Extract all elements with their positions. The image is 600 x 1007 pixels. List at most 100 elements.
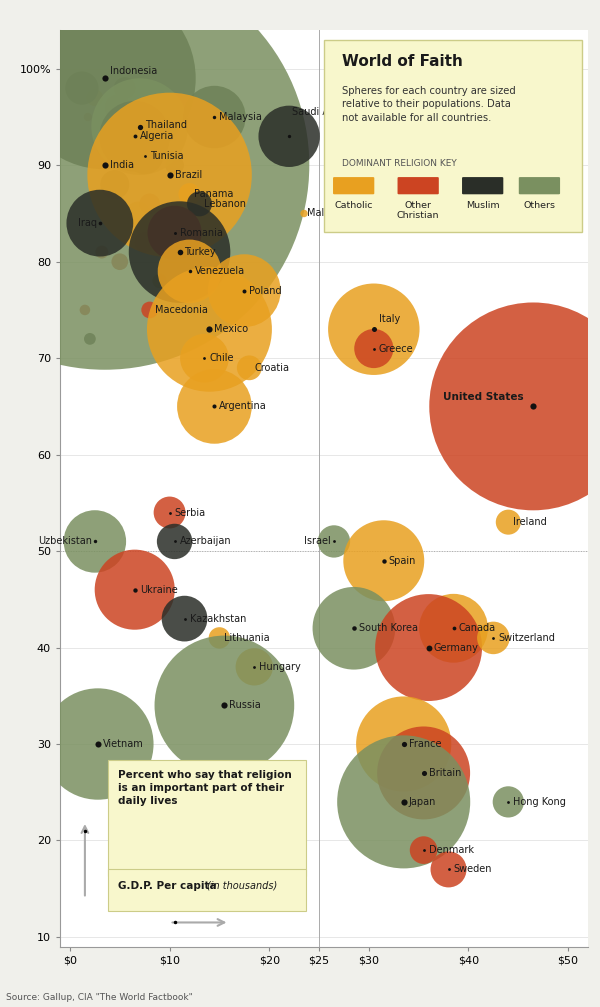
Point: [529, 399, 538, 415]
Text: Azerbaijan: Azerbaijan: [179, 537, 231, 547]
Point: [529, 399, 538, 415]
Text: Catholic: Catholic: [334, 201, 373, 210]
Text: Muslim: Muslim: [466, 201, 499, 210]
Text: Brazil: Brazil: [175, 170, 202, 180]
Point: [85, 331, 95, 347]
FancyBboxPatch shape: [108, 869, 306, 911]
Point: [369, 340, 379, 356]
Point: [200, 350, 209, 367]
Point: [329, 534, 339, 550]
Point: [379, 553, 389, 569]
Text: Hungary: Hungary: [259, 662, 301, 672]
Point: [90, 534, 100, 550]
Point: [244, 359, 254, 376]
Text: Switzerland: Switzerland: [499, 633, 555, 642]
Text: Other
Christian: Other Christian: [397, 201, 439, 221]
Point: [379, 553, 389, 569]
Point: [205, 321, 214, 337]
Point: [165, 167, 175, 183]
Point: [175, 244, 184, 260]
Text: G.D.P. Per capita: G.D.P. Per capita: [118, 881, 220, 891]
Point: [170, 157, 179, 173]
Point: [503, 794, 513, 810]
Point: [369, 340, 379, 356]
Point: [155, 273, 164, 289]
Point: [185, 186, 194, 202]
Text: Others: Others: [523, 201, 556, 210]
Text: Ukraine: Ukraine: [140, 585, 178, 595]
Point: [239, 283, 249, 299]
Point: [369, 321, 379, 337]
Point: [205, 321, 214, 337]
Text: Lithuania: Lithuania: [224, 633, 270, 642]
Point: [120, 80, 130, 96]
Point: [209, 399, 219, 415]
Point: [329, 534, 339, 550]
Point: [180, 610, 190, 626]
Point: [133, 205, 143, 222]
Point: [140, 148, 149, 164]
Point: [100, 157, 110, 173]
Point: [135, 119, 145, 135]
Point: [250, 659, 259, 675]
Point: [419, 765, 428, 781]
Point: [220, 698, 229, 714]
Text: Ireland: Ireland: [513, 518, 547, 527]
Text: Tunisia: Tunisia: [149, 151, 183, 160]
Point: [170, 534, 179, 550]
Point: [145, 195, 154, 211]
Text: Saudi Arabia: Saudi Arabia: [292, 107, 354, 117]
Point: [424, 639, 433, 656]
Text: United States: United States: [443, 392, 523, 402]
Point: [349, 620, 359, 636]
Point: [209, 109, 219, 125]
Point: [110, 176, 119, 192]
Point: [175, 244, 184, 260]
Text: Sweden: Sweden: [454, 864, 492, 874]
Text: Vietnam: Vietnam: [103, 739, 143, 749]
FancyBboxPatch shape: [324, 40, 582, 232]
FancyBboxPatch shape: [462, 177, 503, 194]
Point: [170, 225, 179, 241]
Text: Greece: Greece: [379, 343, 413, 353]
Point: [444, 861, 454, 877]
Point: [185, 263, 194, 279]
Text: Macedonia: Macedonia: [155, 305, 208, 315]
Point: [239, 283, 249, 299]
Text: Panama: Panama: [194, 189, 234, 199]
Point: [220, 698, 229, 714]
Text: Britain: Britain: [428, 768, 461, 778]
Point: [95, 215, 104, 232]
Text: Denmark: Denmark: [428, 845, 473, 855]
Point: [209, 399, 219, 415]
Text: Mexico: Mexico: [214, 324, 248, 334]
FancyBboxPatch shape: [333, 177, 374, 194]
Point: [424, 639, 433, 656]
Point: [399, 794, 409, 810]
Text: Spheres for each country are sized
relative to their populations. Data
not avail: Spheres for each country are sized relat…: [342, 87, 516, 123]
Text: Serbia: Serbia: [175, 508, 206, 518]
Text: Israel: Israel: [304, 537, 331, 547]
Text: Germany: Germany: [434, 642, 478, 653]
Text: South Korea: South Korea: [359, 623, 418, 633]
Point: [444, 861, 454, 877]
Text: Canada: Canada: [458, 623, 496, 633]
Point: [93, 736, 103, 752]
Point: [215, 629, 224, 645]
Point: [165, 167, 175, 183]
Point: [115, 254, 125, 270]
Point: [170, 534, 179, 550]
Point: [399, 794, 409, 810]
Point: [185, 263, 194, 279]
Point: [77, 80, 87, 96]
Point: [180, 610, 190, 626]
Point: [449, 620, 458, 636]
Text: Malaysia: Malaysia: [220, 112, 262, 122]
Point: [299, 205, 309, 222]
Point: [145, 302, 154, 318]
Text: Indonesia: Indonesia: [110, 65, 157, 76]
Text: Russia: Russia: [229, 701, 261, 710]
Text: Malta: Malta: [307, 208, 334, 219]
Point: [90, 90, 100, 106]
Point: [503, 794, 513, 810]
